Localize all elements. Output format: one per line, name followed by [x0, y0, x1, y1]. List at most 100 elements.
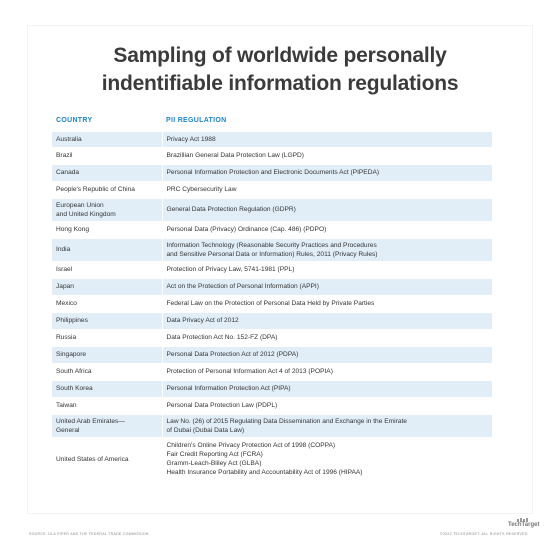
- table-body: Australia Privacy Act 1988 Brazil Brazillia…: [52, 132, 492, 482]
- table-row: Hong Kong Personal Data (Privacy) Ordinan…: [52, 221, 492, 239]
- table-row: Mexico Federal Law on the Protection of P…: [52, 295, 492, 313]
- regulation-cell: Privacy Act 1988: [162, 132, 492, 148]
- country-text: South Africa: [56, 368, 92, 375]
- regulation-cell: Act on the Protection of Personal Inform…: [162, 278, 492, 296]
- table-row: Taiwan Personal Data Protection Law (PDPL…: [52, 397, 492, 415]
- regulation-text: Fair Credit Reporting Act (FCRA): [166, 451, 263, 458]
- country-text: Japan: [56, 283, 74, 290]
- table-row: India Information Technology (Reasonable …: [52, 238, 492, 262]
- table-row: United Arab Emirates— General Law No. (26)…: [52, 414, 492, 438]
- table-row: Philippines Data Privacy Act of 2012: [52, 312, 492, 330]
- regulation-text: Protection of Personal Information Act 4…: [166, 368, 333, 375]
- regulations-table: COUNTRY PII REGULATION Australia Privacy …: [52, 116, 492, 482]
- country-cell: Singapore: [52, 346, 163, 364]
- country-cell: India: [52, 238, 163, 262]
- country-text: and United Kingdom: [56, 210, 116, 218]
- country-cell: South Africa: [52, 363, 163, 381]
- country-text: Australia: [56, 135, 82, 143]
- regulation-text: Protection of Privacy Law, 5741-1981 (PP…: [166, 266, 295, 273]
- page-title: Sampling of worldwide personally indenti…: [28, 42, 532, 98]
- table-header-row: COUNTRY PII REGULATION: [52, 116, 492, 132]
- country-text: Russia: [56, 334, 77, 341]
- country-cell: Israel: [52, 261, 163, 279]
- source-note: SOURCE: DLA PIPER AND THE FEDERAL TRADE …: [29, 532, 149, 536]
- country-text: Brazil: [56, 152, 73, 159]
- regulation-text: Personal Data Protection Law (PDPL): [166, 402, 278, 409]
- regulation-cell: Personal Data Protection Law (PDPL): [162, 397, 492, 415]
- country-text: Israel: [56, 266, 73, 273]
- table-row: Russia Data Protection Act No. 152-FZ (DP…: [52, 329, 492, 347]
- regulation-text: Data Protection Act No. 152-FZ (DPA): [166, 334, 278, 341]
- regulation-cell: Data Privacy Act of 2012: [162, 312, 492, 330]
- country-text: General: [56, 426, 80, 434]
- country-cell: People's Republic of China: [52, 181, 163, 199]
- country-cell: Japan: [52, 278, 163, 296]
- regulation-cell: PRC Cybersecurity Law: [162, 181, 492, 199]
- regulation-text: Law No. (26) of 2015 Regulating Data Dis…: [166, 417, 407, 425]
- regulation-cell: Federal Law on the Protection of Persona…: [162, 295, 492, 313]
- regulation-cell: General Data Protection Regulation (GDPR…: [162, 198, 492, 222]
- regulation-text: Federal Law on the Protection of Persona…: [166, 300, 375, 307]
- table-row: European Union and United Kingdom General …: [52, 198, 492, 222]
- country-cell: Hong Kong: [52, 221, 163, 239]
- regulation-text: Personal Information Protection Act (PIP…: [166, 385, 291, 392]
- country-text: United States of America: [56, 455, 129, 463]
- regulation-text: Personal Information Protection and Elec…: [166, 169, 380, 176]
- techtarget-logo-mark-icon: [517, 518, 528, 522]
- regulation-cell: Personal Information Protection Act (PIP…: [162, 380, 492, 398]
- country-text: India: [56, 246, 71, 253]
- table-row: South Africa Protection of Personal Infor…: [52, 363, 492, 381]
- country-text: South Korea: [56, 385, 93, 392]
- table-row: Brazil Brazillian General Data Protection…: [52, 147, 492, 165]
- regulation-cell: Information Technology (Reasonable Secur…: [162, 238, 492, 262]
- regulation-text: Gramm-Leach-Bliley Act (GLBA): [166, 460, 262, 467]
- country-cell: Taiwan: [52, 397, 163, 415]
- regulation-cell: Personal Information Protection and Elec…: [162, 164, 492, 182]
- regulation-text: Information Technology (Reasonable Secur…: [166, 241, 377, 249]
- regulation-cell: Personal Data Protection Act of 2012 (PD…: [162, 346, 492, 364]
- copyright-note: ©2022 TECHTARGET. ALL RIGHTS RESERVED: [440, 532, 528, 536]
- table-row: Australia Privacy Act 1988: [52, 132, 492, 148]
- table-row: South Korea Personal Information Protecti…: [52, 380, 492, 398]
- table-row: Canada Personal Information Protection an…: [52, 164, 492, 182]
- table-row: People's Republic of China PRC Cybersecur…: [52, 181, 492, 199]
- country-cell: Brazil: [52, 147, 163, 165]
- table-row: Japan Act on the Protection of Personal I…: [52, 278, 492, 296]
- regulation-text: and Sensitive Personal Data or Informati…: [166, 250, 378, 258]
- regulation-text: General Data Protection Regulation (GDPR…: [166, 206, 296, 213]
- table-row: United States of America Children's Onlin…: [52, 437, 492, 482]
- table-row: Singapore Personal Data Protection Act of…: [52, 346, 492, 364]
- regulation-text: Brazillian General Data Protection Law (…: [166, 152, 304, 159]
- country-text: Hong Kong: [56, 226, 89, 233]
- regulation-text: Health Insurance Portability and Account…: [166, 469, 363, 476]
- regulation-text: Data Privacy Act of 2012: [166, 317, 239, 324]
- regulation-text: Act on the Protection of Personal Inform…: [166, 283, 319, 290]
- regulation-cell: Brazillian General Data Protection Law (…: [162, 147, 492, 165]
- column-header-regulation: PII REGULATION: [166, 117, 227, 124]
- country-text: People's Republic of China: [56, 186, 135, 193]
- country-cell: United States of America: [52, 437, 163, 482]
- country-cell: Mexico: [52, 295, 163, 313]
- regulation-text: of Dubai (Dubai Data Law): [166, 426, 245, 434]
- regulation-text: Privacy Act 1988: [166, 135, 216, 143]
- country-cell: Australia: [52, 132, 163, 148]
- country-text: Singapore: [56, 351, 87, 358]
- regulation-text: Personal Data (Privacy) Ordinance (Cap. …: [166, 226, 327, 233]
- regulation-text: Children's Online Privacy Protection Act…: [166, 442, 336, 449]
- country-text: United Arab Emirates—: [56, 417, 125, 425]
- country-text: Taiwan: [56, 402, 77, 409]
- regulation-cell: Children's Online Privacy Protection Act…: [162, 437, 492, 482]
- title-line-1: Sampling of worldwide personally: [113, 44, 447, 67]
- country-cell: Philippines: [52, 312, 163, 330]
- country-cell: Russia: [52, 329, 163, 347]
- country-text: Mexico: [56, 300, 77, 307]
- regulation-cell: Personal Data (Privacy) Ordinance (Cap. …: [162, 221, 492, 239]
- country-cell: European Union and United Kingdom: [52, 198, 163, 222]
- country-text: Canada: [56, 169, 80, 176]
- regulation-text: Personal Data Protection Act of 2012 (PD…: [166, 351, 299, 358]
- country-cell: Canada: [52, 164, 163, 182]
- regulation-cell: Protection of Personal Information Act 4…: [162, 363, 492, 381]
- regulation-cell: Data Protection Act No. 152-FZ (DPA): [162, 329, 492, 347]
- techtarget-logo: TechTarget: [508, 522, 540, 528]
- regulation-text: PRC Cybersecurity Law: [166, 186, 237, 193]
